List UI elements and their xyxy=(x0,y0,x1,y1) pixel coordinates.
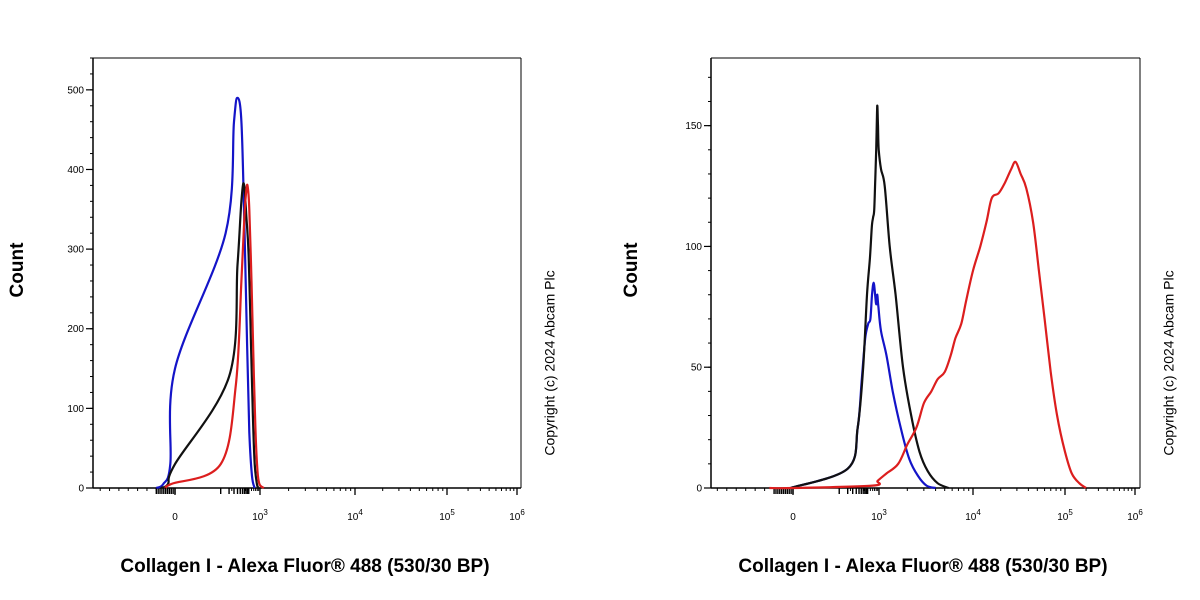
histogram-line-2 xyxy=(164,183,265,489)
histogram-line-0 xyxy=(790,281,936,490)
y-tick-label: 400 xyxy=(67,165,84,176)
x-tick-label: 0 xyxy=(790,512,796,523)
x-tick-label: 106 xyxy=(1127,508,1143,523)
x-tick-label: 103 xyxy=(252,508,268,523)
x-tick-label: 105 xyxy=(1057,508,1073,523)
y-tick-label: 500 xyxy=(67,85,84,96)
y-tick-label: 200 xyxy=(67,324,84,335)
y-tick-label: 300 xyxy=(67,245,84,256)
x-tick-label: 105 xyxy=(439,508,455,523)
y-tick-label: 150 xyxy=(685,121,702,132)
right-histogram-panel: 0 50 100 150 0 103 104 105 106 Count Collagen I - … xyxy=(621,57,1177,577)
histogram-line-2 xyxy=(769,160,1087,490)
y-tick-label: 0 xyxy=(78,484,84,495)
left-histogram-panel: 0 100 200 300 400 500 0 103 104 105 106 Count Collag… xyxy=(7,57,558,577)
histogram-line-0 xyxy=(155,96,256,490)
x-axis-title: Collagen I - Alexa Fluor® 488 (530/30 BP… xyxy=(738,556,1107,577)
x-tick-label: 106 xyxy=(509,508,525,523)
copyright-text: Copyright (c) 2024 Abcam Plc xyxy=(1161,270,1177,455)
x-tick-label: 103 xyxy=(871,508,887,523)
y-tick-label: 100 xyxy=(67,404,84,415)
y-tick-label: 100 xyxy=(685,242,702,253)
x-tick-label: 104 xyxy=(347,508,363,523)
histogram-line-1 xyxy=(160,182,260,490)
y-axis-title: Count xyxy=(621,242,642,298)
x-tick-label: 104 xyxy=(965,508,981,523)
y-axis-title: Count xyxy=(7,242,28,298)
x-axis-title: Collagen I - Alexa Fluor® 488 (530/30 BP… xyxy=(120,556,489,577)
x-tick-label: 0 xyxy=(172,512,178,523)
y-tick-label: 0 xyxy=(696,484,702,495)
y-tick-label: 50 xyxy=(691,363,703,374)
copyright-text: Copyright (c) 2024 Abcam Plc xyxy=(542,270,558,455)
histogram-line-1 xyxy=(790,104,950,490)
